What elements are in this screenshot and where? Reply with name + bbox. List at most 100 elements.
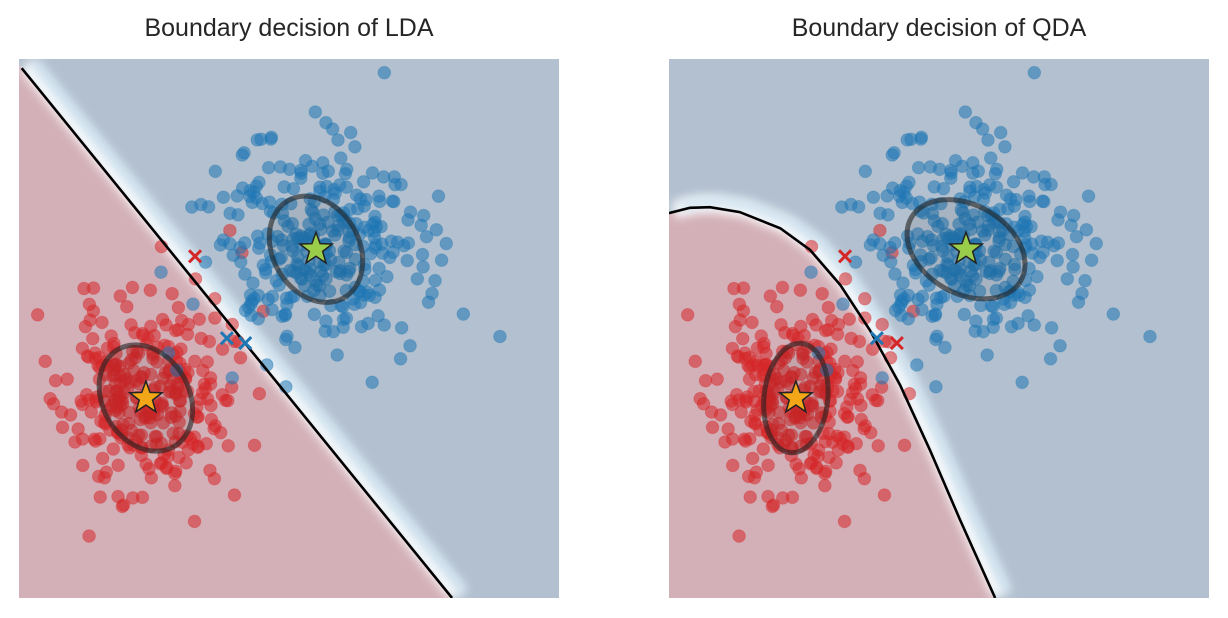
class-0-point	[818, 464, 833, 479]
class-0-point	[155, 312, 170, 327]
class-0-point	[95, 315, 109, 330]
class-0-point	[221, 439, 236, 453]
class-1-point	[804, 265, 818, 280]
class-1-point	[343, 125, 358, 140]
decision-boundary	[20, 67, 454, 598]
class-0-point	[75, 458, 90, 473]
class-1-point	[924, 233, 939, 247]
class-0-point	[106, 442, 121, 456]
class-1-point	[238, 267, 252, 281]
class-0-point	[736, 281, 751, 295]
class-0-point	[854, 412, 869, 427]
class-1-point	[863, 238, 878, 252]
class-0-point	[838, 272, 853, 286]
class-1-point	[325, 122, 340, 136]
class-1-point	[400, 253, 414, 268]
class-1-point	[235, 148, 250, 162]
class-1-point	[410, 272, 425, 286]
class-0-point	[188, 272, 203, 286]
class-0-point	[857, 471, 872, 486]
class-1-point	[923, 160, 938, 174]
class-1-point	[938, 340, 952, 355]
class-1-point	[988, 166, 1003, 181]
class-1-point	[1027, 65, 1042, 80]
class-0-point	[815, 286, 829, 301]
class-0-point	[168, 478, 182, 493]
class-0-point	[174, 313, 189, 328]
class-1-point	[888, 236, 902, 250]
class-0-point	[223, 223, 237, 238]
class-0-point	[75, 341, 90, 356]
class-1-point	[1084, 253, 1099, 268]
class-1-point	[1006, 174, 1021, 189]
class-1-point	[380, 269, 394, 284]
class-0-point	[215, 342, 230, 356]
class-1-point	[836, 297, 850, 311]
class-1-point	[885, 181, 900, 195]
class-0-point	[135, 490, 150, 505]
class-0-point	[68, 435, 82, 449]
class-1-point	[348, 139, 362, 154]
class-1-point	[948, 153, 963, 168]
misclassified-class-1-marker	[869, 331, 884, 346]
class-0-point	[822, 426, 836, 441]
class-0-mean-star	[777, 378, 815, 414]
class-1-point	[1079, 223, 1094, 237]
class-1-point	[954, 202, 969, 217]
class-0-point	[696, 396, 711, 411]
class-1-point	[372, 189, 386, 204]
class-1-point	[888, 267, 902, 281]
class-1-point	[980, 348, 994, 362]
class-1-point	[1022, 189, 1036, 204]
class-0-point	[770, 299, 784, 314]
class-1-point	[1143, 329, 1157, 344]
class-0-point	[225, 317, 240, 332]
class-0-point	[204, 412, 219, 427]
class-0-point	[200, 355, 215, 369]
class-1-point	[935, 216, 950, 231]
class-0-point	[756, 340, 771, 354]
class-1-point	[186, 297, 200, 311]
class-1-point	[1066, 208, 1081, 223]
class-0-point	[830, 327, 845, 342]
class-0-mean-star	[127, 378, 165, 414]
class-1-point	[246, 276, 260, 290]
class-0-point	[86, 281, 101, 295]
class-1-point	[403, 338, 417, 353]
class-1-point	[975, 122, 990, 136]
class-1-point	[944, 166, 958, 180]
class-1-point	[288, 340, 302, 355]
class-1-point	[361, 316, 375, 331]
class-1-point	[1071, 295, 1086, 309]
class-1-point	[377, 65, 392, 80]
class-1-point	[992, 234, 1006, 248]
class-0-point	[155, 396, 169, 410]
class-0-point	[796, 347, 810, 362]
class-1-point	[901, 311, 916, 326]
class-1-point	[365, 166, 380, 180]
class-1-point	[416, 260, 430, 274]
class-1-point	[416, 208, 431, 223]
transition-band-blue	[679, 196, 1012, 595]
class-1-point	[993, 125, 1008, 140]
class-1-point	[456, 307, 471, 321]
class-0-point	[134, 428, 149, 442]
class-1-point	[431, 189, 446, 203]
class-0-point	[853, 377, 868, 391]
class-1-point	[273, 160, 288, 174]
class-0-point	[794, 471, 809, 485]
class-0-point	[110, 384, 124, 399]
class-1-point	[1015, 375, 1029, 390]
class-0-point	[763, 289, 778, 303]
class-1-point	[261, 292, 275, 307]
class-0-point	[698, 373, 713, 388]
qda-plot	[669, 59, 1209, 598]
class-1-point	[1078, 273, 1092, 288]
class-1-point	[962, 278, 977, 293]
class-0-point	[162, 385, 177, 399]
class-0-point	[93, 490, 108, 504]
class-0-point	[897, 438, 912, 453]
class-1-point	[893, 288, 908, 302]
class-0-point	[120, 299, 134, 314]
class-1-point	[885, 148, 900, 162]
